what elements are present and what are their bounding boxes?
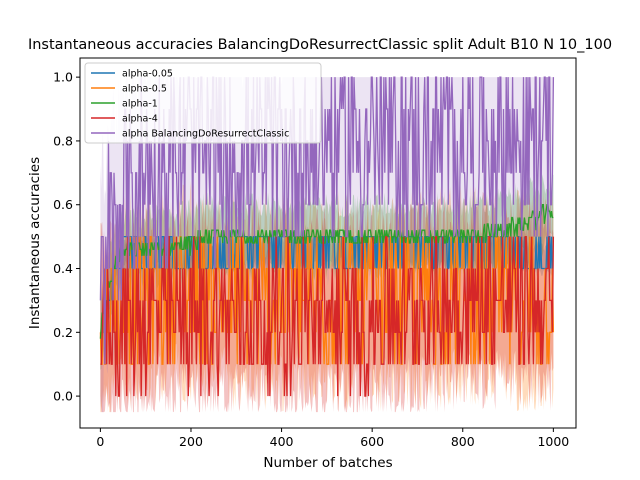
- legend-entry: alpha-4: [122, 114, 158, 125]
- x-tick-label: 600: [360, 434, 384, 449]
- legend-entry: alpha-0.5: [122, 84, 167, 95]
- legend-entry: alpha-0.05: [122, 69, 173, 80]
- legend-box: [84, 62, 322, 144]
- x-tick-label: 200: [179, 434, 203, 449]
- y-axis-label: Instantaneous accuracies: [27, 157, 43, 329]
- legend-entry: alpha-1: [122, 99, 158, 110]
- chart-title: Instantaneous accuracies BalancingDoResu…: [28, 37, 612, 53]
- plot-frame: [79, 57, 577, 429]
- band-alpha-0.05: [100, 234, 554, 347]
- x-tick-label: 400: [270, 434, 294, 449]
- legend-entry: alpha BalancingDoResurrectClassic: [122, 129, 289, 140]
- series-lines: [99, 76, 555, 397]
- series-line-alpha-balancingdoresurrectclassic: [99, 76, 555, 365]
- y-tick-label: 0.0: [53, 389, 73, 404]
- x-tick-label: 0: [96, 434, 104, 449]
- x-tick-label: 800: [451, 434, 475, 449]
- series-line-alpha-4: [100, 235, 555, 397]
- y-tick-label: 0.4: [53, 261, 73, 276]
- x-axis: 0 200 400 600 800 1000: [96, 428, 569, 449]
- legend: alpha-0.05 alpha-0.5 alpha-1 alpha-4 alpha B…: [84, 62, 322, 144]
- y-tick-label: 1.0: [53, 70, 73, 85]
- x-axis-label: Number of batches: [263, 455, 392, 471]
- y-axis: 0.0 0.2 0.4 0.6 0.8 1.0: [53, 70, 80, 404]
- y-tick-label: 0.6: [53, 197, 73, 212]
- y-tick-label: 0.2: [53, 325, 73, 340]
- x-tick-label: 1000: [537, 434, 569, 449]
- y-tick-label: 0.8: [53, 133, 73, 148]
